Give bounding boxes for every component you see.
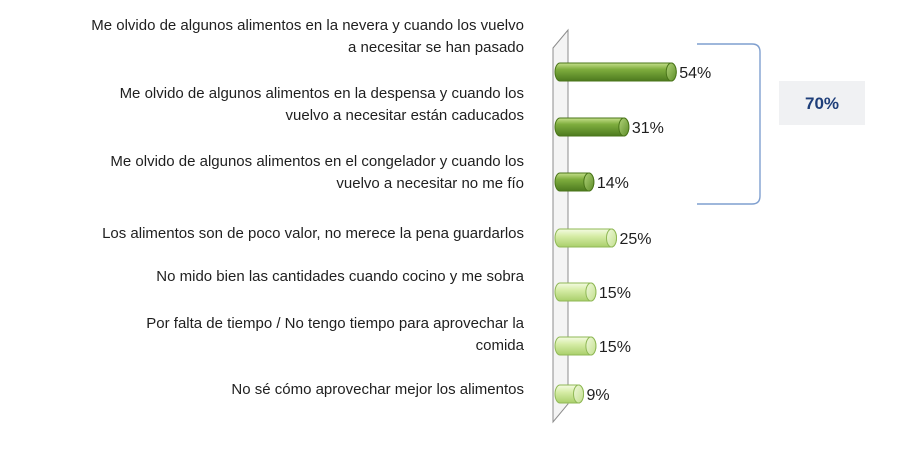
bar-cap [618, 117, 630, 137]
category-label: Por falta de tiempo / No tengo tiempo pa… [146, 315, 524, 354]
bar [554, 336, 597, 356]
category-label-line: vuelvo a necesitar están caducados [286, 107, 524, 124]
data-label: 31% [632, 120, 664, 137]
bar [554, 172, 595, 192]
category-label: No mido bien las cantidades cuando cocin… [156, 268, 524, 285]
category-label-line: Los alimentos son de poco valor, no mere… [102, 225, 524, 242]
category-label: No sé cómo aprovechar mejor los alimento… [231, 381, 524, 398]
category-label-line: a necesitar se han pasado [348, 39, 524, 56]
bar [554, 384, 585, 404]
group-bracket [697, 43, 761, 205]
total-callout-label: 70% [805, 94, 839, 113]
bar-body [554, 117, 630, 137]
category-label-line: Por falta de tiempo / No tengo tiempo pa… [146, 315, 524, 332]
category-label-line: No sé cómo aprovechar mejor los alimento… [231, 381, 524, 398]
bar-cap [606, 228, 617, 248]
bar [554, 117, 630, 137]
bar [554, 282, 597, 302]
category-label-line: No mido bien las cantidades cuando cocin… [156, 268, 524, 285]
data-label: 15% [599, 339, 631, 356]
bar-body [554, 62, 677, 82]
bar-cap [585, 336, 597, 356]
total-callout-box [779, 81, 865, 125]
category-label-line: vuelvo a necesitar no me fío [336, 175, 524, 192]
bar-cap [665, 62, 677, 82]
category-label-line: Me olvido de algunos alimentos en el con… [110, 153, 524, 170]
category-label-line: comida [476, 337, 525, 354]
bar-cap [573, 384, 585, 404]
data-label: 14% [597, 175, 629, 192]
bar [554, 62, 677, 82]
bar [554, 228, 617, 248]
category-label: Los alimentos son de poco valor, no mere… [102, 225, 524, 242]
bar-cap [585, 282, 597, 302]
category-label-line: Me olvido de algunos alimentos en la des… [120, 85, 524, 102]
category-label: Me olvido de algunos alimentos en la nev… [91, 17, 524, 56]
category-label-line: Me olvido de algunos alimentos en la nev… [91, 17, 524, 34]
data-label: 15% [599, 285, 631, 302]
bar-cap [583, 172, 595, 192]
category-label: Me olvido de algunos alimentos en el con… [110, 153, 524, 192]
data-label: 9% [587, 387, 610, 404]
data-label: 25% [620, 231, 652, 248]
category-label: Me olvido de algunos alimentos en la des… [120, 85, 524, 124]
data-label: 54% [679, 65, 711, 82]
axis-wall [552, 28, 569, 424]
